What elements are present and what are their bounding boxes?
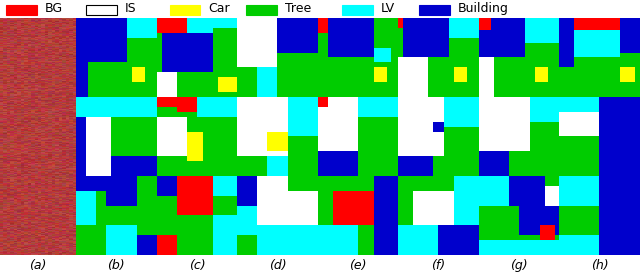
Text: (f): (f): [431, 260, 445, 273]
Text: Car: Car: [208, 2, 230, 15]
Text: (d): (d): [269, 260, 286, 273]
Text: Tree: Tree: [285, 2, 311, 15]
Text: (c): (c): [189, 260, 205, 273]
Bar: [246, 5, 277, 15]
Text: (e): (e): [349, 260, 367, 273]
Bar: [342, 5, 373, 15]
Text: IS: IS: [125, 2, 136, 15]
Bar: [419, 5, 450, 15]
Text: LV: LV: [381, 2, 395, 15]
Text: BG: BG: [45, 2, 63, 15]
Bar: [6, 5, 37, 15]
Text: (g): (g): [510, 260, 528, 273]
Text: (h): (h): [591, 260, 609, 273]
Text: (a): (a): [29, 260, 47, 273]
Bar: [86, 5, 117, 15]
Text: Building: Building: [458, 2, 508, 15]
Bar: [170, 5, 200, 15]
Text: (b): (b): [108, 260, 125, 273]
